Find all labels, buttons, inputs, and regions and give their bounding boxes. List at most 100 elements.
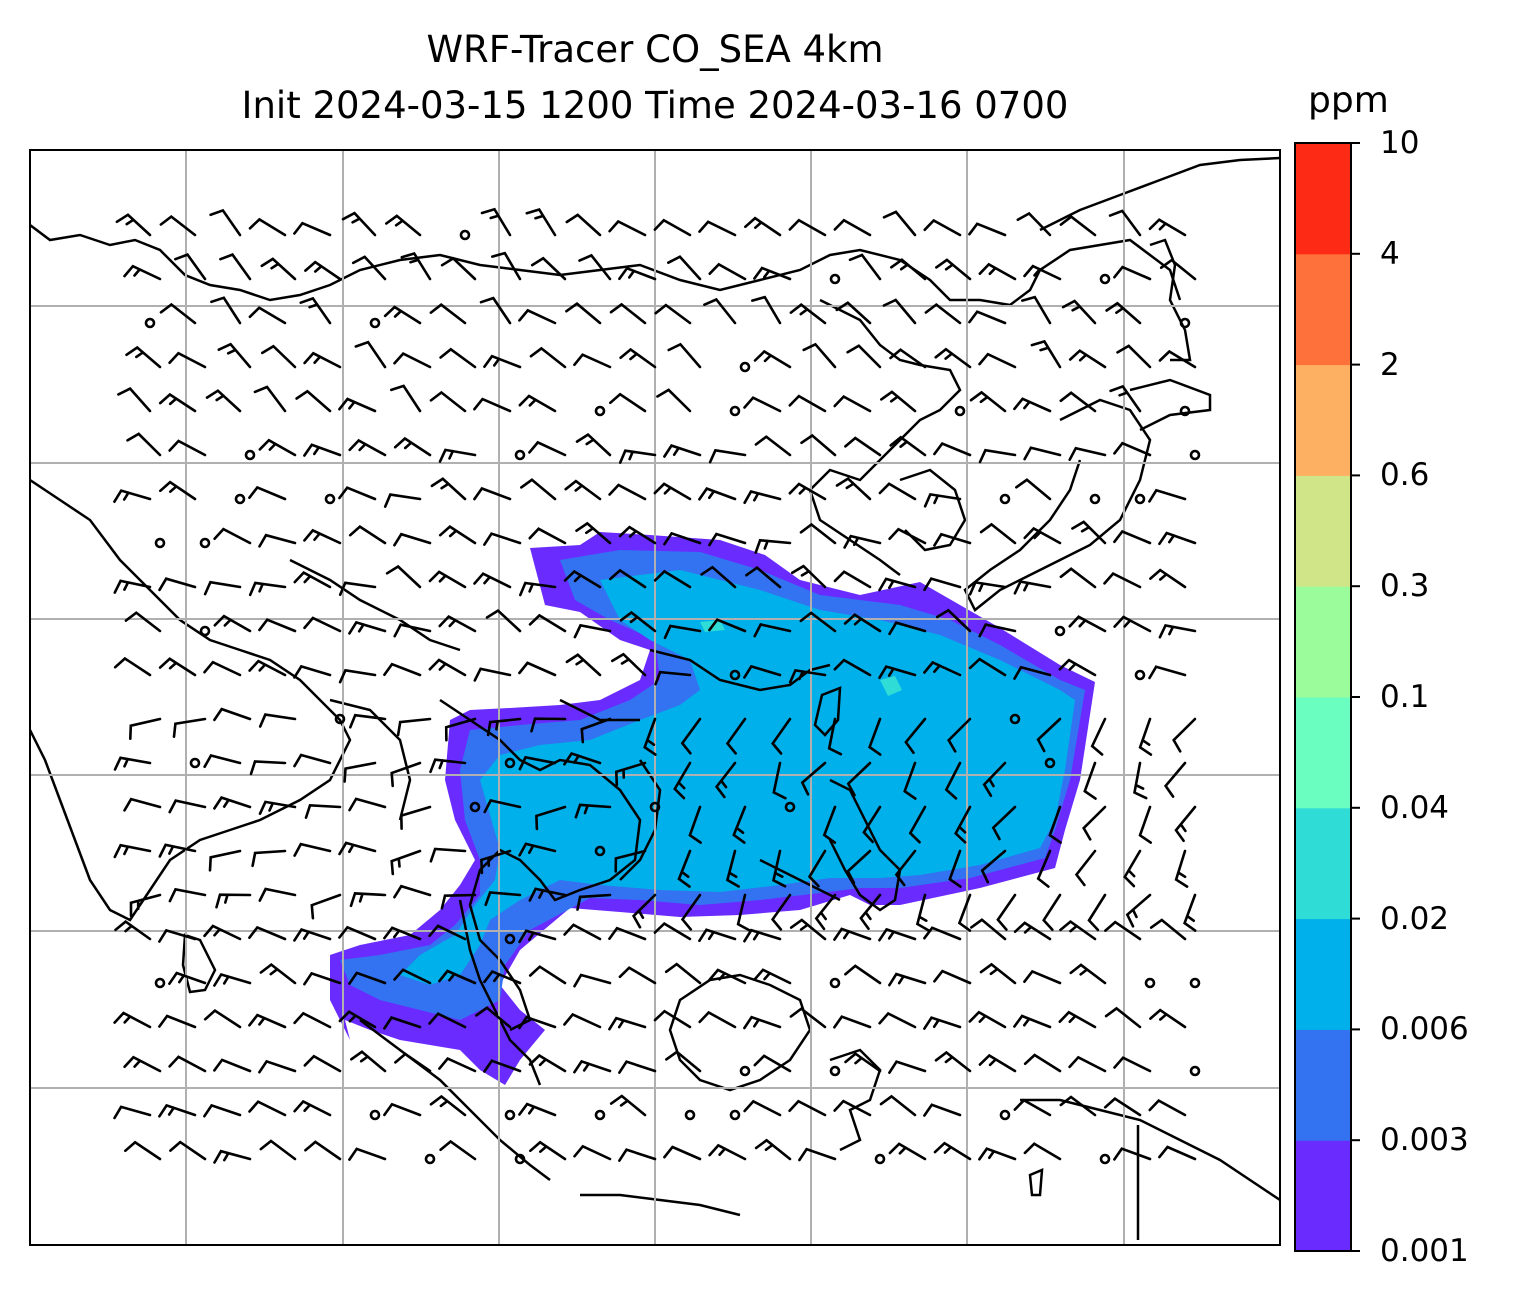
wind-barb <box>732 805 747 844</box>
wind-barb <box>822 805 837 844</box>
calm-wind-circle <box>199 537 211 549</box>
wind-barb <box>882 210 917 237</box>
wind-barb <box>535 805 567 831</box>
wind-barb <box>743 928 782 943</box>
wind-barb <box>688 805 702 844</box>
wind-barb <box>158 392 197 413</box>
wind-barb <box>113 656 152 677</box>
wind-barb <box>113 843 152 859</box>
wind-barb <box>789 303 827 325</box>
wind-barb <box>253 385 287 413</box>
wind-barb <box>518 929 557 944</box>
coast-new-guinea <box>1020 1098 1280 1202</box>
wind-barb <box>393 532 432 547</box>
wind-barb <box>609 568 647 589</box>
wind-barb <box>573 1059 612 1074</box>
wind-barb <box>772 849 787 888</box>
calm-wind-circle <box>459 229 471 241</box>
wind-barb <box>123 1055 162 1073</box>
calm-wind-circle <box>1179 317 1191 329</box>
wind-barb <box>968 310 1007 325</box>
colorbar-tick-label: 0.02 <box>1380 900 1450 937</box>
calm-wind-circle <box>739 1065 751 1077</box>
wind-barb <box>430 477 467 501</box>
wind-barb <box>113 579 152 594</box>
wind-barb <box>348 438 387 457</box>
wind-barb <box>1023 1142 1062 1161</box>
wind-barb <box>802 342 837 369</box>
wind-barb <box>827 717 843 756</box>
wind-barb <box>1113 265 1152 281</box>
wind-barb <box>563 569 602 589</box>
wind-barb <box>528 887 567 902</box>
wind-barb <box>258 618 297 633</box>
wind-barb <box>293 1011 332 1029</box>
wind-barb <box>338 925 377 941</box>
wind-barb <box>1059 1095 1097 1117</box>
wind-barb <box>338 581 377 596</box>
wind-barb <box>656 388 692 413</box>
wind-barb <box>923 1103 962 1117</box>
wind-barb <box>1104 920 1142 941</box>
wind-barb <box>1013 1098 1052 1117</box>
wind-barb <box>113 1011 152 1029</box>
wind-barb <box>209 208 242 237</box>
wind-barb <box>1109 384 1142 413</box>
wind-barb <box>1158 1145 1197 1161</box>
wind-barb <box>923 926 962 941</box>
wind-barb <box>390 384 422 413</box>
wind-barb <box>846 761 872 797</box>
wind-barb <box>248 217 287 237</box>
wind-barb <box>1013 397 1052 413</box>
wind-barb <box>653 921 692 941</box>
wind-barb <box>518 1102 557 1117</box>
wind-barb <box>349 713 387 729</box>
wind-barb <box>677 849 692 888</box>
colorbar <box>1295 143 1351 1252</box>
wind-barb <box>444 717 477 742</box>
wind-barb <box>213 1149 252 1164</box>
wind-barb <box>968 657 1007 677</box>
wind-barb <box>1023 264 1062 281</box>
calm-wind-circle <box>144 317 156 329</box>
wind-barb <box>338 841 377 856</box>
wind-barb <box>438 1057 477 1073</box>
wind-barb <box>1125 893 1152 928</box>
wind-barb <box>293 664 332 679</box>
wind-barb <box>172 717 207 738</box>
wind-barb <box>485 608 522 633</box>
wind-barb <box>565 213 602 237</box>
wind-barb <box>519 581 557 597</box>
wind-barb <box>348 620 387 635</box>
wind-barb <box>574 803 612 819</box>
wind-barb <box>428 924 467 941</box>
wind-barb <box>771 717 792 755</box>
wind-barb <box>753 349 792 369</box>
calm-wind-circle <box>1189 977 1201 989</box>
wind-barb <box>743 1099 782 1117</box>
calm-wind-circle <box>1089 493 1101 505</box>
wind-barb <box>934 347 972 369</box>
wind-barb <box>788 218 827 237</box>
wind-barb <box>169 1140 207 1161</box>
colorbar-segment-4 <box>1295 697 1351 809</box>
wind-barb <box>473 667 512 682</box>
wind-barb <box>654 670 692 686</box>
wind-barb <box>859 893 882 930</box>
calm-wind-circle <box>954 405 966 417</box>
wind-barb <box>1174 805 1197 843</box>
wind-barb <box>968 1010 1007 1029</box>
wind-barb <box>933 442 972 457</box>
wind-barb <box>614 849 647 873</box>
wind-barb <box>578 253 612 281</box>
wind-barb <box>208 849 242 872</box>
wind-barb <box>260 257 297 281</box>
wind-barb <box>303 1054 342 1073</box>
coast-korea <box>899 468 967 552</box>
wind-barb <box>609 1094 647 1117</box>
wind-barb <box>390 849 422 876</box>
calm-wind-circle <box>1144 977 1156 989</box>
calm-wind-circle <box>189 757 201 769</box>
wind-barb <box>894 849 917 887</box>
wind-barb <box>833 1099 872 1117</box>
